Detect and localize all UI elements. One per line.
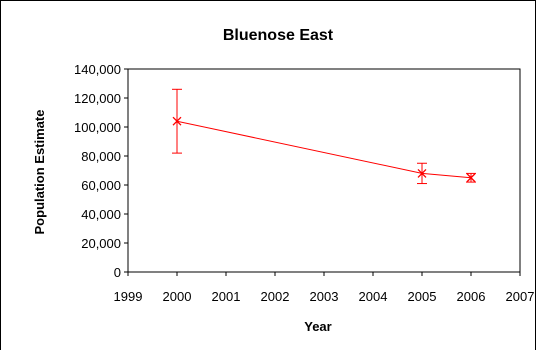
x-tick-label: 2003 [310, 289, 339, 304]
y-tick-label: 20,000 [81, 236, 121, 251]
marker-stroke [466, 173, 476, 183]
data-point [417, 168, 427, 178]
data-point [172, 116, 182, 126]
plot-area [127, 68, 521, 273]
y-tick-label: 120,000 [74, 91, 121, 106]
x-tick-label: 1999 [114, 289, 143, 304]
y-axis-title: Population Estimate [32, 110, 47, 235]
x-tick-label: 2005 [408, 289, 437, 304]
y-tick-label: 40,000 [81, 207, 121, 222]
marker-stroke [172, 116, 182, 126]
x-tick-label: 2000 [163, 289, 192, 304]
y-tick-label: 80,000 [81, 149, 121, 164]
chart-title: Bluenose East [223, 27, 334, 44]
marker-stroke [417, 168, 427, 178]
y-tick-label: 60,000 [81, 178, 121, 193]
x-tick-label: 2002 [261, 289, 290, 304]
y-tick-label: 100,000 [74, 120, 121, 135]
x-tick-label: 2004 [359, 289, 388, 304]
y-tick-label: 0 [114, 265, 121, 280]
series-line [176, 120, 472, 179]
x-tick-label: 2006 [457, 289, 486, 304]
x-tick-label: 2001 [212, 289, 241, 304]
y-tick-label: 140,000 [74, 62, 121, 77]
data-point [466, 173, 476, 183]
x-axis-title: Year [304, 319, 331, 334]
x-tick-label: 2007 [506, 289, 535, 304]
